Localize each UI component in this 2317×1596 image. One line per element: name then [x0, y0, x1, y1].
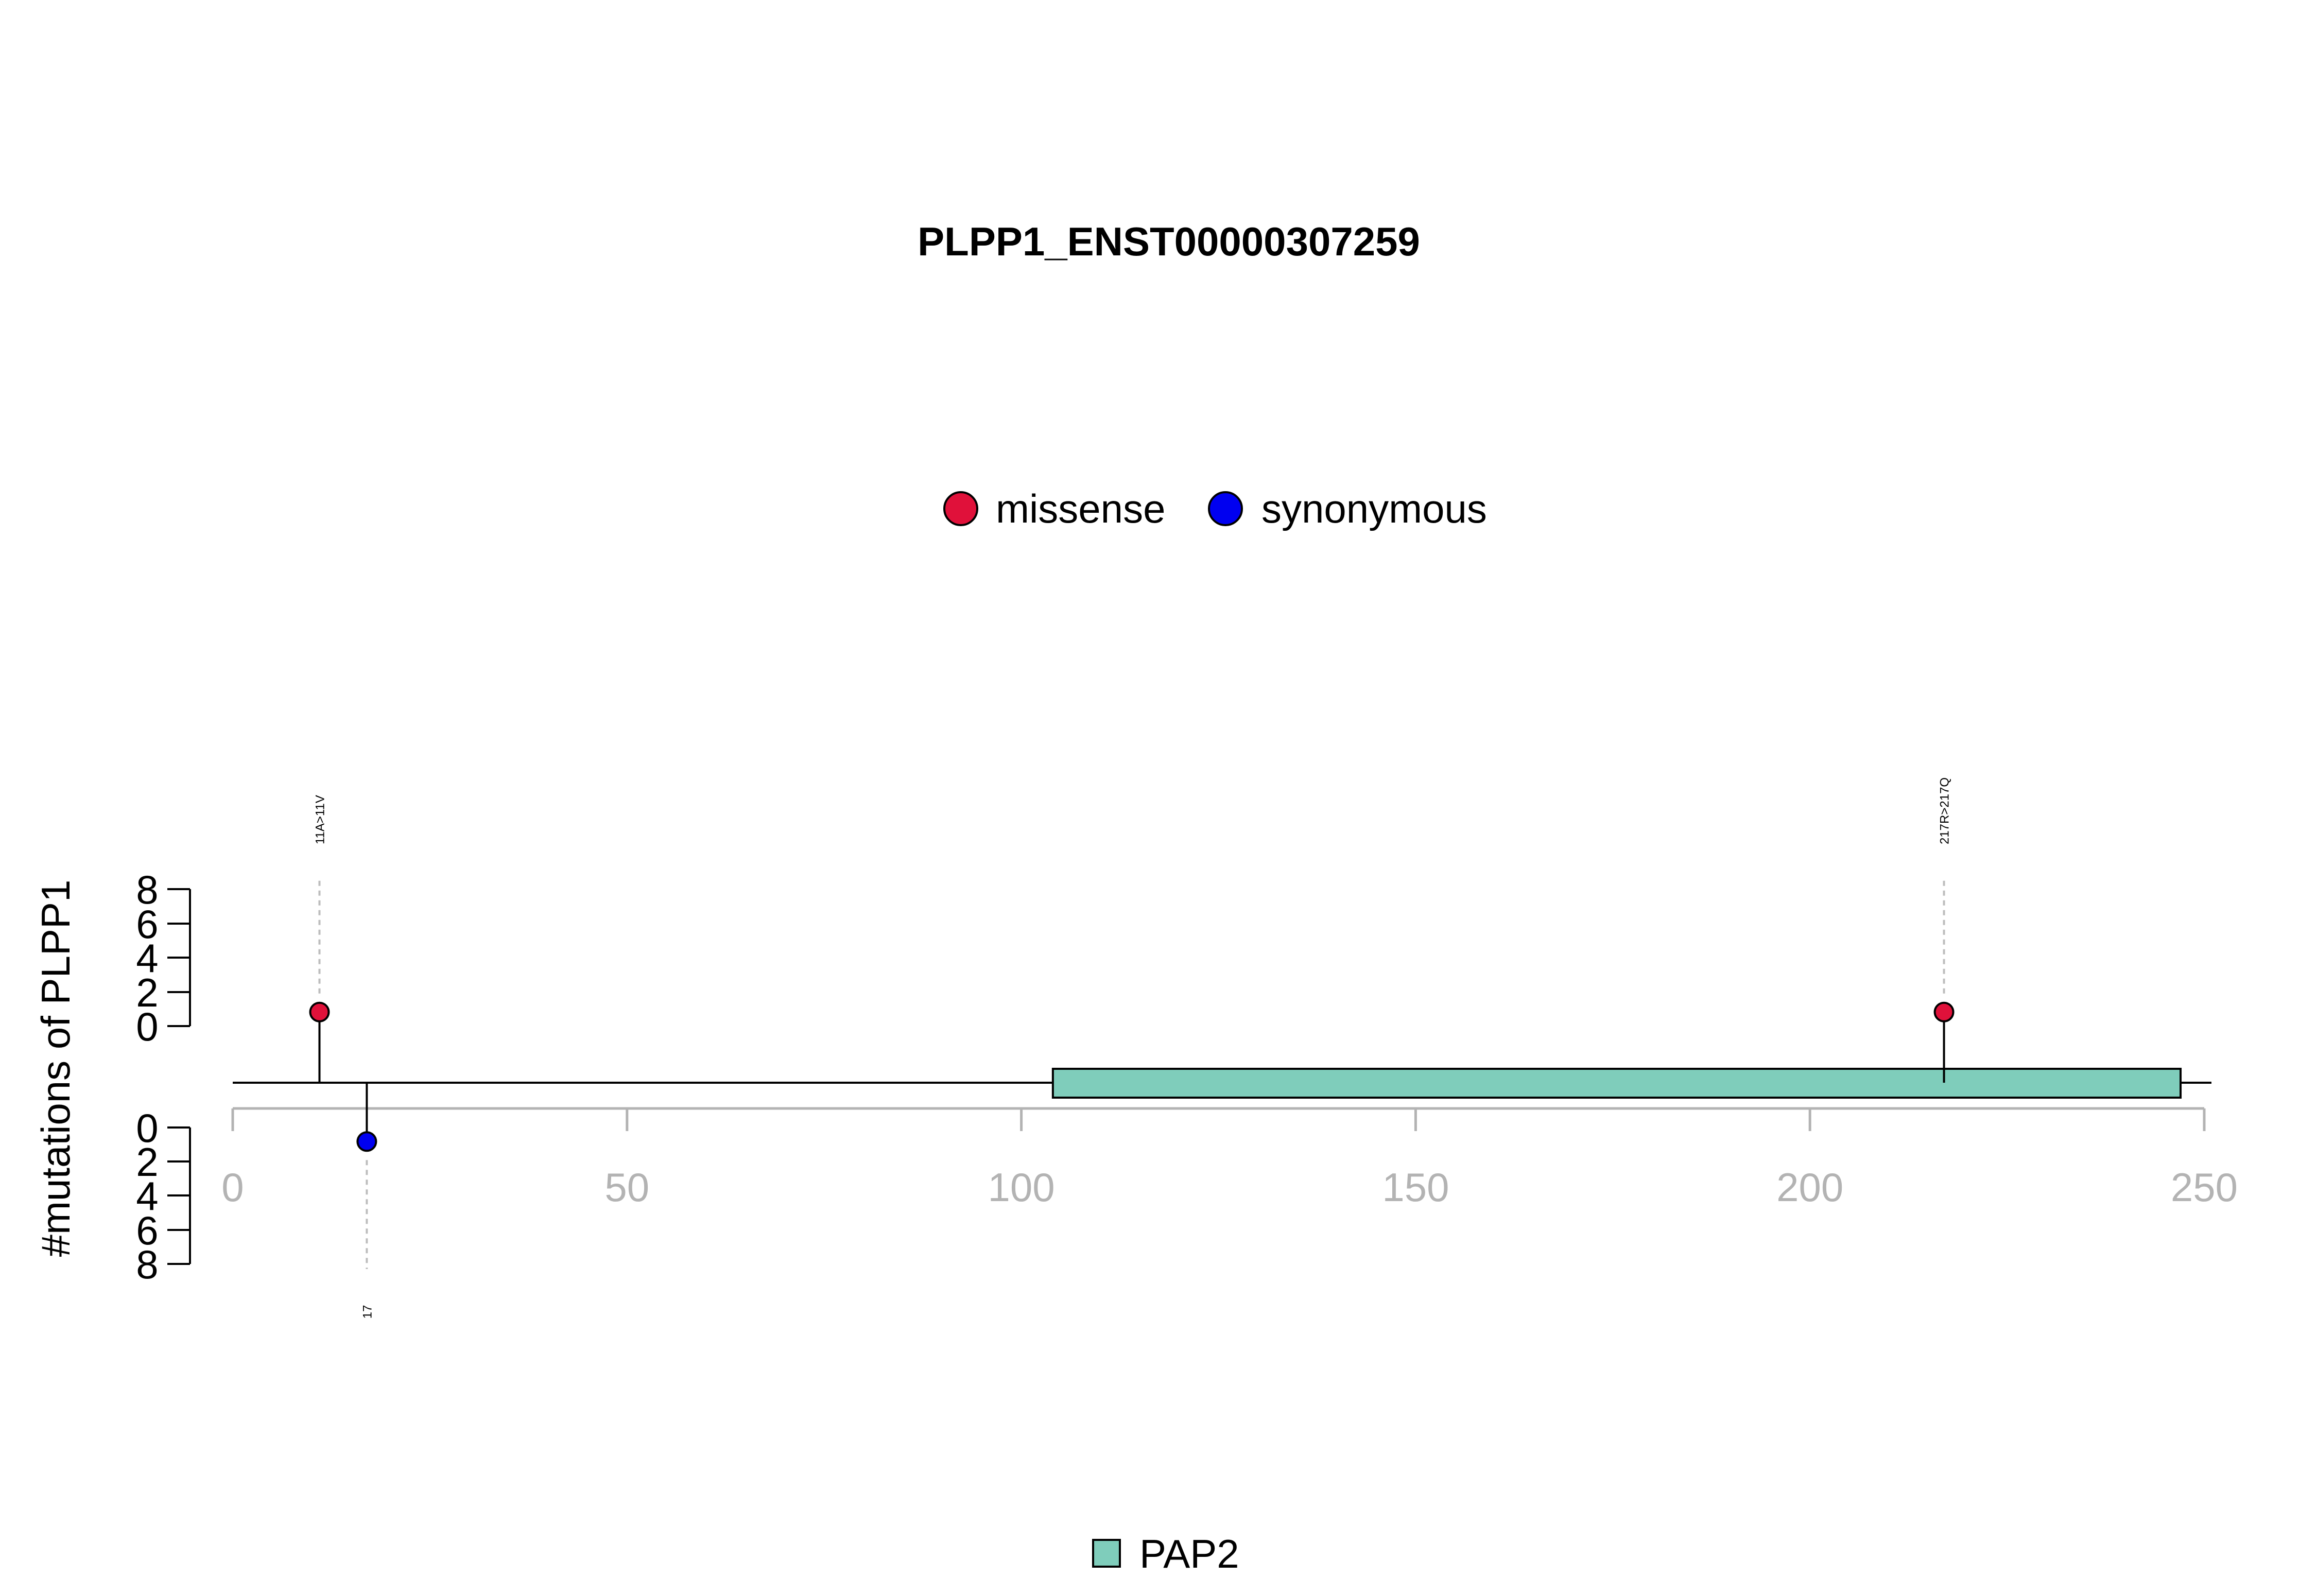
- position-axis-tick-label: 100: [988, 1165, 1055, 1210]
- mutation-head: [1933, 1001, 1955, 1022]
- lower-y-tick-label: 8: [136, 1242, 158, 1287]
- lower-y-axis: 0 2 4 6 8: [136, 1105, 191, 1287]
- legend-label-synonymous: synonymous: [1261, 486, 1487, 531]
- position-axis-tick-label: 150: [1382, 1165, 1449, 1210]
- upper-y-tick-label: 4: [136, 935, 158, 981]
- domain-legend: PAP2: [1092, 1531, 1239, 1576]
- mutation-legend: missense synonymous: [943, 486, 1487, 531]
- position-axis: 0 50 100 150 200 250: [221, 1107, 2238, 1210]
- legend-label-missense: missense: [996, 486, 1165, 531]
- mutation-217: 217R>217Q: [1933, 777, 1955, 1083]
- y-axis-label: #mutations of PLPP1: [33, 880, 78, 1257]
- position-axis-tick-label: 250: [2171, 1165, 2238, 1210]
- lower-y-tick-label: 6: [136, 1208, 158, 1253]
- lower-y-tick-label: 0: [136, 1105, 158, 1151]
- mutation-head: [309, 1001, 330, 1022]
- upper-y-tick-label: 8: [136, 867, 158, 912]
- mutation-label: 11A>11V: [313, 795, 327, 844]
- lower-y-tick-label: 4: [136, 1173, 158, 1219]
- position-axis-tick-label: 50: [604, 1165, 649, 1210]
- position-axis-tick-label: 200: [1776, 1165, 1843, 1210]
- upper-y-tick-label: 6: [136, 901, 158, 947]
- mutation-label: 217R>217Q: [1938, 777, 1952, 844]
- lower-y-tick-label: 2: [136, 1139, 158, 1185]
- mutation-layer: 11A>11V 217R>217Q 17: [309, 777, 1955, 1319]
- mutation-11: 11A>11V: [309, 795, 330, 1083]
- mutation-17: 17: [356, 1083, 377, 1319]
- domain-layer: [1051, 1068, 2182, 1099]
- position-axis-ticks: 0 50 100 150 200 250: [221, 1108, 2238, 1210]
- position-axis-tick-label: 0: [221, 1165, 244, 1210]
- upper-y-tick-label: 2: [136, 970, 158, 1015]
- legend-marker-synonymous: [1208, 491, 1243, 526]
- mutation-label: 17: [360, 1305, 374, 1319]
- legend-swatch-pap2: [1092, 1539, 1121, 1568]
- upper-y-axis: 8 6 4 2 0: [136, 867, 191, 1049]
- domain-pap2: [1051, 1068, 2182, 1099]
- chart-title: PLPP1_ENST00000307259: [918, 219, 1420, 264]
- mutation-head: [356, 1131, 377, 1152]
- upper-y-tick-label: 0: [136, 1004, 158, 1049]
- legend-marker-missense: [943, 491, 978, 526]
- legend-label-pap2: PAP2: [1139, 1531, 1239, 1576]
